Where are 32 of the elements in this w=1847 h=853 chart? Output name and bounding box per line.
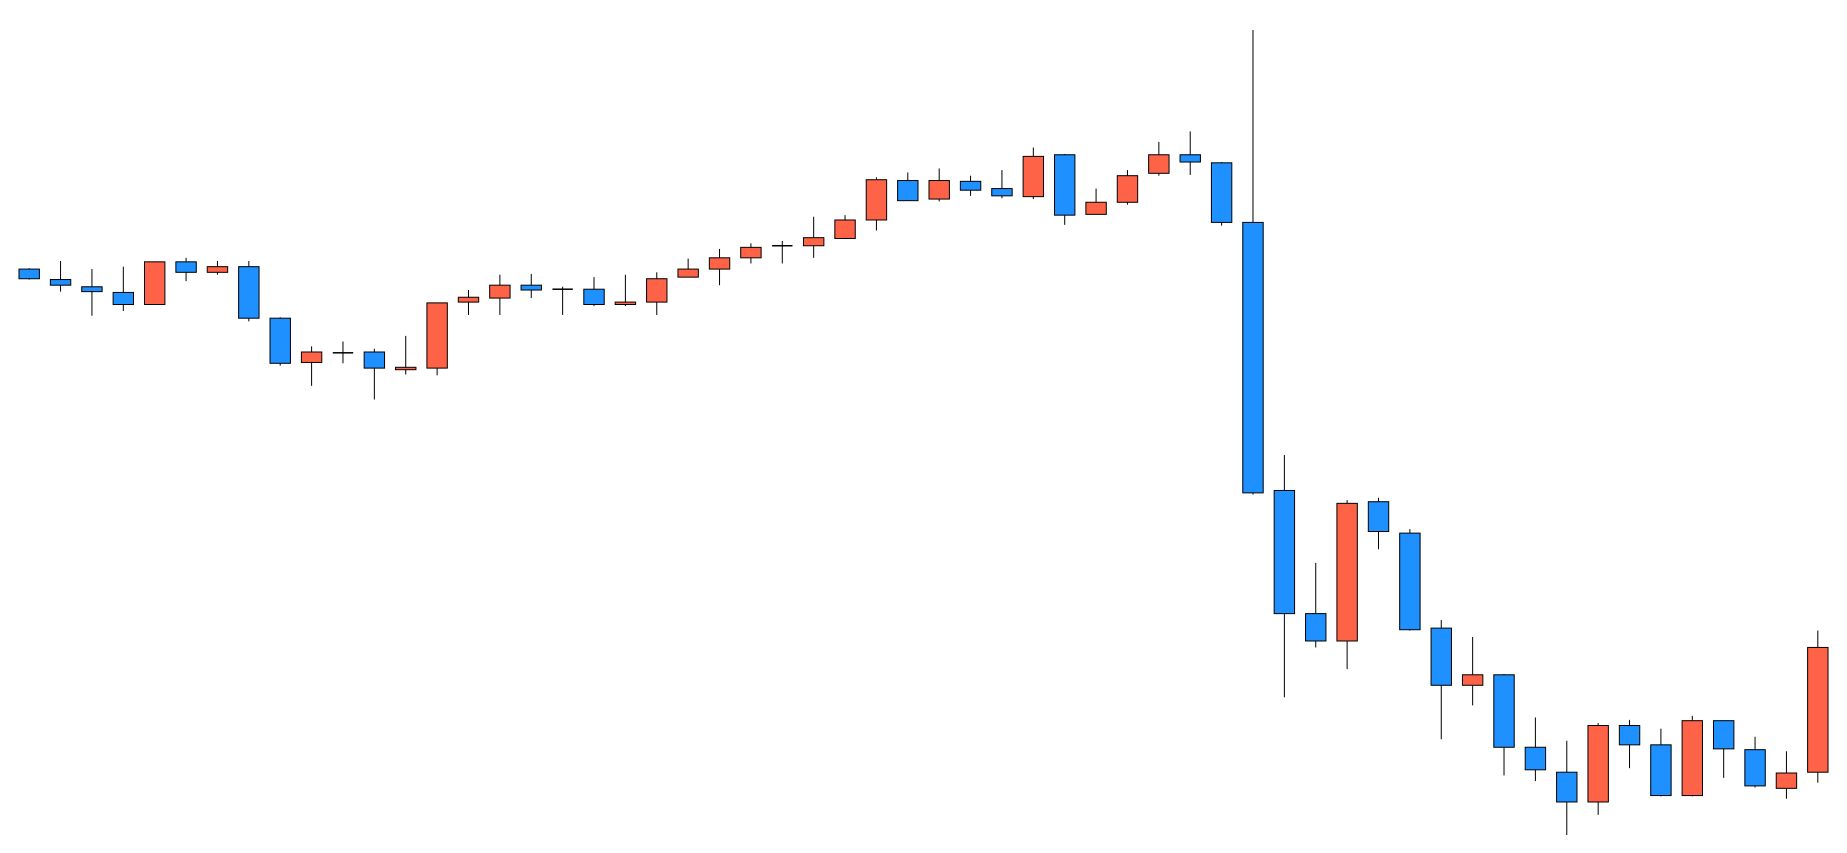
candlestick <box>1179 130 1201 176</box>
candlestick <box>1775 750 1798 800</box>
candlestick <box>897 171 919 202</box>
candlestick <box>81 268 103 317</box>
candlestick <box>834 214 856 239</box>
candlestick <box>332 341 354 364</box>
candlestick <box>551 286 574 316</box>
candlestick <box>300 345 323 387</box>
candlestick <box>614 274 637 307</box>
candlestick <box>457 289 480 316</box>
candlestick <box>928 167 950 202</box>
candlestick <box>1461 636 1484 706</box>
candlestick <box>1618 719 1641 769</box>
candlestick <box>489 274 511 316</box>
candlestick <box>1148 141 1170 177</box>
candlestick <box>112 266 135 312</box>
candlestick <box>583 276 605 307</box>
candlestick <box>991 169 1013 199</box>
candlestick <box>395 335 417 376</box>
candlestick <box>520 273 542 299</box>
candlestick <box>771 240 794 264</box>
candlestick <box>708 248 731 286</box>
candlestick <box>802 216 825 259</box>
candlestick <box>1524 716 1547 782</box>
candlestick <box>175 257 197 282</box>
candlestick <box>363 348 386 400</box>
candlestick <box>646 271 668 316</box>
candlestick <box>740 242 762 264</box>
candlestick <box>49 260 72 293</box>
candlestick <box>959 175 982 197</box>
candlestick <box>1085 188 1107 215</box>
candlestick <box>677 258 699 278</box>
